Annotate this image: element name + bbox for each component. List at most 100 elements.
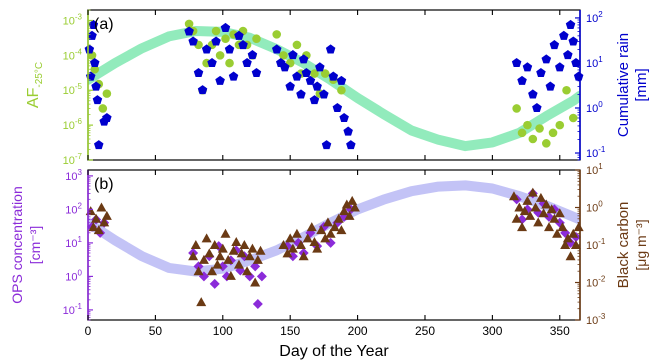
right-tick-label: 10-2 (586, 275, 606, 290)
pentagon-marker (346, 140, 356, 150)
left-tick-label: 10-1 (63, 302, 83, 317)
triangle-marker (295, 240, 306, 249)
right-axis-unit: [μg m⁻³] (633, 219, 649, 270)
pentagon-marker (563, 50, 573, 60)
panel-label: (a) (94, 16, 114, 33)
circle-marker (211, 26, 221, 36)
pentagon-marker (84, 44, 95, 54)
pentagon-marker (328, 71, 339, 81)
pentagon-marker (319, 89, 329, 99)
triangle-marker (101, 210, 112, 220)
circle-marker (555, 120, 565, 130)
right-tick-label: 102 (586, 10, 603, 25)
pentagon-marker (321, 140, 332, 150)
triangle-marker (287, 243, 298, 253)
right-tick-label: 10-1 (586, 237, 606, 252)
left-tick-label: 101 (65, 235, 82, 250)
triangle-marker (201, 233, 212, 243)
pentagon-marker (91, 81, 101, 91)
triangle-marker (541, 199, 552, 209)
circle-marker (512, 104, 521, 113)
pentagon-marker (528, 89, 538, 99)
circle-marker (320, 69, 330, 78)
pentagon-marker (220, 22, 231, 32)
triangle-marker (291, 228, 302, 238)
triangle-marker (190, 240, 201, 249)
circle-marker (337, 85, 346, 95)
circle-marker (102, 89, 112, 98)
triangle-marker (543, 222, 554, 232)
x-tick-label: 200 (348, 324, 368, 338)
right-axis-label: Black carbon (615, 202, 632, 289)
pentagon-marker (90, 58, 100, 67)
pentagon-marker (343, 126, 353, 136)
triangle-marker (244, 251, 255, 261)
triangle-marker (344, 210, 355, 220)
left-tick-label: 100 (65, 268, 82, 283)
triangle-marker (282, 248, 293, 258)
triangle-marker (247, 243, 258, 253)
triangle-marker (322, 217, 333, 227)
pentagon-marker (573, 71, 584, 81)
pentagon-marker (532, 103, 542, 112)
triangle-marker (557, 222, 568, 232)
triangle-marker (336, 225, 347, 235)
circle-marker (90, 64, 100, 74)
pentagon-marker (292, 71, 302, 81)
diamond-marker (256, 271, 267, 282)
left-tick-label: 102 (65, 201, 82, 216)
triangle-marker (242, 266, 253, 276)
pentagon-marker (211, 36, 221, 46)
pentagon-marker (207, 58, 217, 67)
pentagon-marker (272, 44, 282, 54)
panel-label: (b) (94, 176, 114, 193)
diamond-marker (209, 278, 220, 289)
circle-marker (523, 120, 532, 130)
circle-marker (517, 128, 527, 138)
pentagon-marker (565, 19, 576, 29)
pentagon-marker (511, 58, 522, 67)
triangle-marker (225, 270, 236, 280)
pentagon-marker (251, 68, 262, 77)
pentagon-marker (559, 30, 569, 40)
x-axis-label: Day of the Year (279, 343, 389, 360)
diamond-marker (252, 299, 263, 310)
circle-marker (542, 139, 551, 148)
triangle-marker (302, 233, 313, 243)
left-tick-label: 103 (65, 168, 82, 183)
triangle-marker (233, 259, 244, 269)
triangle-marker (239, 240, 250, 249)
triangle-marker (530, 202, 541, 212)
triangle-marker (306, 222, 317, 232)
pentagon-marker (312, 81, 322, 91)
left-tick-label: 10-7 (63, 152, 83, 167)
pentagon-marker (215, 75, 225, 85)
pentagon-marker (285, 81, 295, 91)
circle-marker (310, 69, 319, 78)
circle-marker (548, 128, 558, 138)
pentagon-marker (228, 71, 239, 81)
pentagon-marker (549, 40, 560, 50)
left-axis-label: OPS concentration (9, 186, 25, 304)
left-tick-label: 10-6 (63, 117, 83, 132)
pentagon-marker (315, 62, 325, 72)
triangle-marker (329, 222, 340, 232)
triangle-marker (250, 277, 261, 287)
pentagon-marker (336, 75, 347, 85)
pentagon-marker (197, 85, 208, 95)
triangle-marker (91, 213, 102, 223)
right-tick-label: 101 (586, 162, 603, 177)
triangle-marker (96, 202, 107, 212)
circle-marker (568, 113, 578, 123)
pentagon-marker (522, 62, 533, 72)
triangle-marker (252, 254, 263, 264)
circle-marker (528, 134, 538, 144)
pentagon-marker (536, 68, 546, 77)
triangle-marker (325, 228, 336, 238)
left-tick-label: 10-5 (63, 82, 83, 97)
triangle-marker (546, 204, 557, 214)
left-tick-label: 10-4 (63, 47, 83, 62)
pentagon-marker (545, 81, 556, 91)
triangle-marker (560, 240, 571, 249)
triangle-marker (511, 213, 522, 223)
